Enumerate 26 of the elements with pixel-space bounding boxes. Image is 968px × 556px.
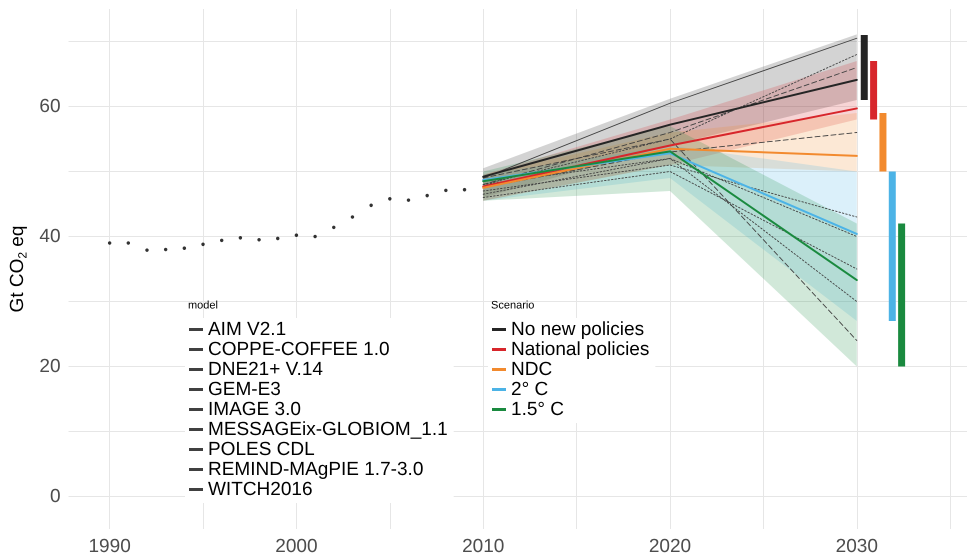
y-tick-label: 0 bbox=[50, 486, 61, 507]
text: Scenario bbox=[491, 300, 534, 312]
x-tick-label: 2000 bbox=[275, 536, 318, 556]
y-tick-label: 60 bbox=[39, 96, 61, 117]
legend-label: No new policies bbox=[511, 319, 644, 340]
x-tick-label: 1990 bbox=[88, 536, 131, 556]
x-tick-label: 2010 bbox=[462, 536, 504, 556]
x-tick-label: 2030 bbox=[836, 536, 878, 556]
legend-label: MESSAGEix-GLOBIOM_1.1 bbox=[208, 419, 448, 440]
legend-label: AIM V2.1 bbox=[208, 319, 286, 340]
legend-label: 2° C bbox=[511, 379, 548, 400]
legend-label: National policies bbox=[511, 339, 650, 360]
legend-label: DNE21+ V.14 bbox=[208, 359, 324, 380]
y-tick-label: 40 bbox=[39, 226, 61, 247]
text: model bbox=[188, 300, 218, 312]
legend-label: GEM-E3 bbox=[208, 379, 281, 400]
legend-label: POLES CDL bbox=[208, 439, 315, 460]
legend-label: IMAGE 3.0 bbox=[208, 399, 301, 420]
y-tick-label: 20 bbox=[39, 356, 61, 377]
legend-label: REMIND-MAgPIE 1.7-3.0 bbox=[208, 459, 424, 480]
legend-label: WITCH2016 bbox=[208, 479, 313, 500]
legend-label: NDC bbox=[511, 359, 552, 380]
y-axis-title: Gt CO2 eq bbox=[7, 226, 30, 312]
x-tick-label: 2020 bbox=[648, 536, 692, 556]
legend-label: 1.5° C bbox=[511, 399, 564, 420]
legend-label: COPPE-COFFEE 1.0 bbox=[208, 339, 390, 360]
